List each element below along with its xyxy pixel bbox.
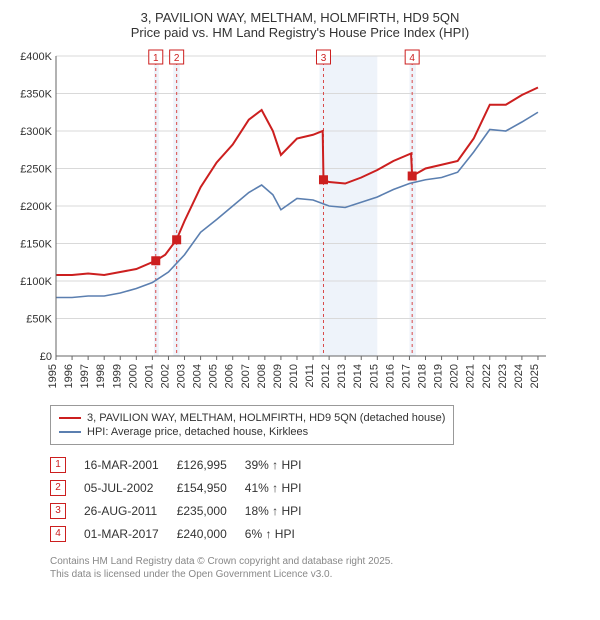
x-tick-label: 2008 <box>256 364 268 388</box>
x-tick-label: 1996 <box>63 364 75 388</box>
x-tick-label: 2003 <box>176 364 188 388</box>
event-marker-number: 1 <box>153 53 159 64</box>
sale-price: £154,950 <box>177 476 245 499</box>
x-tick-label: 2020 <box>449 364 461 388</box>
legend: 3, PAVILION WAY, MELTHAM, HOLMFIRTH, HD9… <box>50 405 454 445</box>
x-tick-label: 2010 <box>288 364 300 388</box>
footer-line-2: This data is licensed under the Open Gov… <box>50 568 590 581</box>
y-tick-label: £0 <box>40 351 52 363</box>
y-tick-label: £200K <box>20 201 52 213</box>
series-price_paid <box>56 88 538 276</box>
y-tick-label: £100K <box>20 276 52 288</box>
legend-row: HPI: Average price, detached house, Kirk… <box>59 426 445 438</box>
sale-delta: 39% ↑ HPI <box>245 453 320 476</box>
x-tick-label: 2006 <box>224 364 236 388</box>
x-tick-label: 2001 <box>143 364 155 388</box>
legend-row: 3, PAVILION WAY, MELTHAM, HOLMFIRTH, HD9… <box>59 412 445 424</box>
y-tick-label: £300K <box>20 126 52 138</box>
chart-subtitle: Price paid vs. HM Land Registry's House … <box>10 25 590 40</box>
x-tick-label: 1997 <box>79 364 91 388</box>
x-tick-label: 2005 <box>208 364 220 388</box>
x-tick-label: 2013 <box>336 364 348 388</box>
sale-date: 16-MAR-2001 <box>84 453 177 476</box>
table-row: 4 01-MAR-2017£240,0006% ↑ HPI <box>50 522 319 545</box>
event-marker-number: 4 <box>409 53 415 64</box>
sale-date: 05-JUL-2002 <box>84 476 177 499</box>
sale-delta: 6% ↑ HPI <box>245 522 320 545</box>
x-tick-label: 2018 <box>417 364 429 388</box>
x-tick-label: 2002 <box>159 364 171 388</box>
event-marker-number: 3 <box>321 53 327 64</box>
x-tick-label: 2009 <box>272 364 284 388</box>
x-tick-label: 2007 <box>240 364 252 388</box>
x-tick-label: 2014 <box>352 364 364 388</box>
sales-table: 1 16-MAR-2001£126,99539% ↑ HPI 2 05-JUL-200… <box>50 453 319 545</box>
sale-point-marker <box>152 257 160 265</box>
table-row: 1 16-MAR-2001£126,99539% ↑ HPI <box>50 453 319 476</box>
legend-swatch <box>59 431 81 433</box>
sale-point-marker <box>319 176 327 184</box>
x-tick-label: 1995 <box>47 364 59 388</box>
sale-date: 26-AUG-2011 <box>84 499 177 522</box>
footer: Contains HM Land Registry data © Crown c… <box>50 555 590 581</box>
sale-delta: 41% ↑ HPI <box>245 476 320 499</box>
table-row: 2 05-JUL-2002£154,95041% ↑ HPI <box>50 476 319 499</box>
x-tick-label: 2000 <box>127 364 139 388</box>
x-tick-label: 1998 <box>95 364 107 388</box>
y-tick-label: £150K <box>20 239 52 251</box>
x-tick-label: 2011 <box>304 364 316 388</box>
x-tick-label: 2019 <box>433 364 445 388</box>
title-block: 3, PAVILION WAY, MELTHAM, HOLMFIRTH, HD9… <box>10 10 590 40</box>
chart-title: 3, PAVILION WAY, MELTHAM, HOLMFIRTH, HD9… <box>10 10 590 25</box>
x-tick-label: 2017 <box>400 364 412 388</box>
legend-swatch <box>59 417 81 419</box>
sale-price: £126,995 <box>177 453 245 476</box>
x-tick-label: 2004 <box>192 364 204 388</box>
sale-point-marker <box>173 236 181 244</box>
event-marker-number: 2 <box>174 53 180 64</box>
x-tick-label: 2024 <box>513 364 525 388</box>
chart-svg: £0 £50K £100K £150K £200K £250K £300K £350K £400… <box>10 46 550 396</box>
y-tick-label: £50K <box>26 314 52 326</box>
y-tick-label: £250K <box>20 164 52 176</box>
sale-price: £240,000 <box>177 522 245 545</box>
x-tick-label: 2023 <box>497 364 509 388</box>
x-tick-label: 2025 <box>529 364 541 388</box>
sale-marker: 3 <box>50 503 66 519</box>
sale-marker: 1 <box>50 457 66 473</box>
sale-point-marker <box>408 172 416 180</box>
sale-marker: 4 <box>50 526 66 542</box>
x-tick-label: 2021 <box>465 364 477 388</box>
x-tick-label: 2022 <box>481 364 493 388</box>
footer-line-1: Contains HM Land Registry data © Crown c… <box>50 555 590 568</box>
y-tick-label: £400K <box>20 51 52 63</box>
y-tick-label: £350K <box>20 89 52 101</box>
sale-marker: 2 <box>50 480 66 496</box>
sale-date: 01-MAR-2017 <box>84 522 177 545</box>
x-tick-label: 2012 <box>320 364 332 388</box>
sale-delta: 18% ↑ HPI <box>245 499 320 522</box>
chart: £0 £50K £100K £150K £200K £250K £300K £350K £400… <box>10 46 590 399</box>
legend-label: HPI: Average price, detached house, Kirk… <box>87 426 308 438</box>
sale-price: £235,000 <box>177 499 245 522</box>
x-tick-label: 1999 <box>111 364 123 388</box>
x-tick-label: 2016 <box>384 364 396 388</box>
table-row: 3 26-AUG-2011£235,00018% ↑ HPI <box>50 499 319 522</box>
legend-label: 3, PAVILION WAY, MELTHAM, HOLMFIRTH, HD9… <box>87 412 445 424</box>
x-tick-label: 2015 <box>368 364 380 388</box>
